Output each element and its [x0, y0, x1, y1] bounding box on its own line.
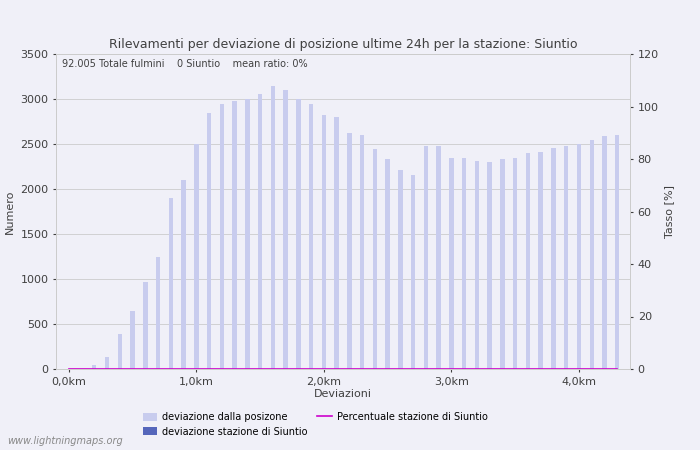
Title: Rilevamenti per deviazione di posizione ultime 24h per la stazione: Siuntio: Rilevamenti per deviazione di posizione …	[108, 38, 578, 51]
Bar	[411, 175, 415, 369]
Bar	[309, 104, 314, 369]
Bar	[296, 99, 300, 369]
Text: 92.005 Totale fulmini    0 Siuntio    mean ratio: 0%: 92.005 Totale fulmini 0 Siuntio mean rat…	[62, 59, 307, 69]
Bar	[487, 162, 492, 369]
Bar	[564, 146, 568, 369]
Bar	[462, 158, 466, 369]
X-axis label: Deviazioni: Deviazioni	[314, 389, 372, 400]
Bar	[181, 180, 186, 369]
Bar	[577, 144, 581, 369]
Y-axis label: Tasso [%]: Tasso [%]	[664, 185, 674, 238]
Text: www.lightningmaps.org: www.lightningmaps.org	[7, 436, 122, 446]
Bar	[436, 146, 441, 369]
Bar	[615, 135, 620, 369]
Bar	[500, 159, 505, 369]
Bar	[602, 136, 607, 369]
Y-axis label: Numero: Numero	[5, 189, 15, 234]
Bar	[526, 153, 530, 369]
Bar	[143, 282, 148, 369]
Bar	[449, 158, 454, 369]
Bar	[156, 256, 160, 369]
Bar	[169, 198, 173, 369]
Bar	[245, 99, 250, 369]
Bar	[347, 133, 351, 369]
Bar	[118, 334, 122, 369]
Bar	[271, 86, 275, 369]
Bar	[105, 357, 109, 369]
Bar	[206, 112, 211, 369]
Bar	[232, 101, 237, 369]
Bar	[258, 94, 262, 369]
Bar	[130, 310, 135, 369]
Bar	[220, 104, 224, 369]
Bar	[372, 148, 377, 369]
Bar	[424, 146, 428, 369]
Legend: deviazione dalla posizone, deviazione stazione di Siuntio, Percentuale stazione : deviazione dalla posizone, deviazione st…	[139, 408, 491, 441]
Bar	[335, 117, 339, 369]
Bar	[284, 90, 288, 369]
Bar	[513, 158, 517, 369]
Bar	[194, 144, 199, 369]
Bar	[92, 364, 97, 369]
Bar	[386, 159, 390, 369]
Bar	[321, 115, 326, 369]
Bar	[360, 135, 365, 369]
Bar	[551, 148, 556, 369]
Bar	[475, 161, 480, 369]
Bar	[538, 152, 543, 369]
Bar	[589, 140, 594, 369]
Bar	[398, 170, 402, 369]
